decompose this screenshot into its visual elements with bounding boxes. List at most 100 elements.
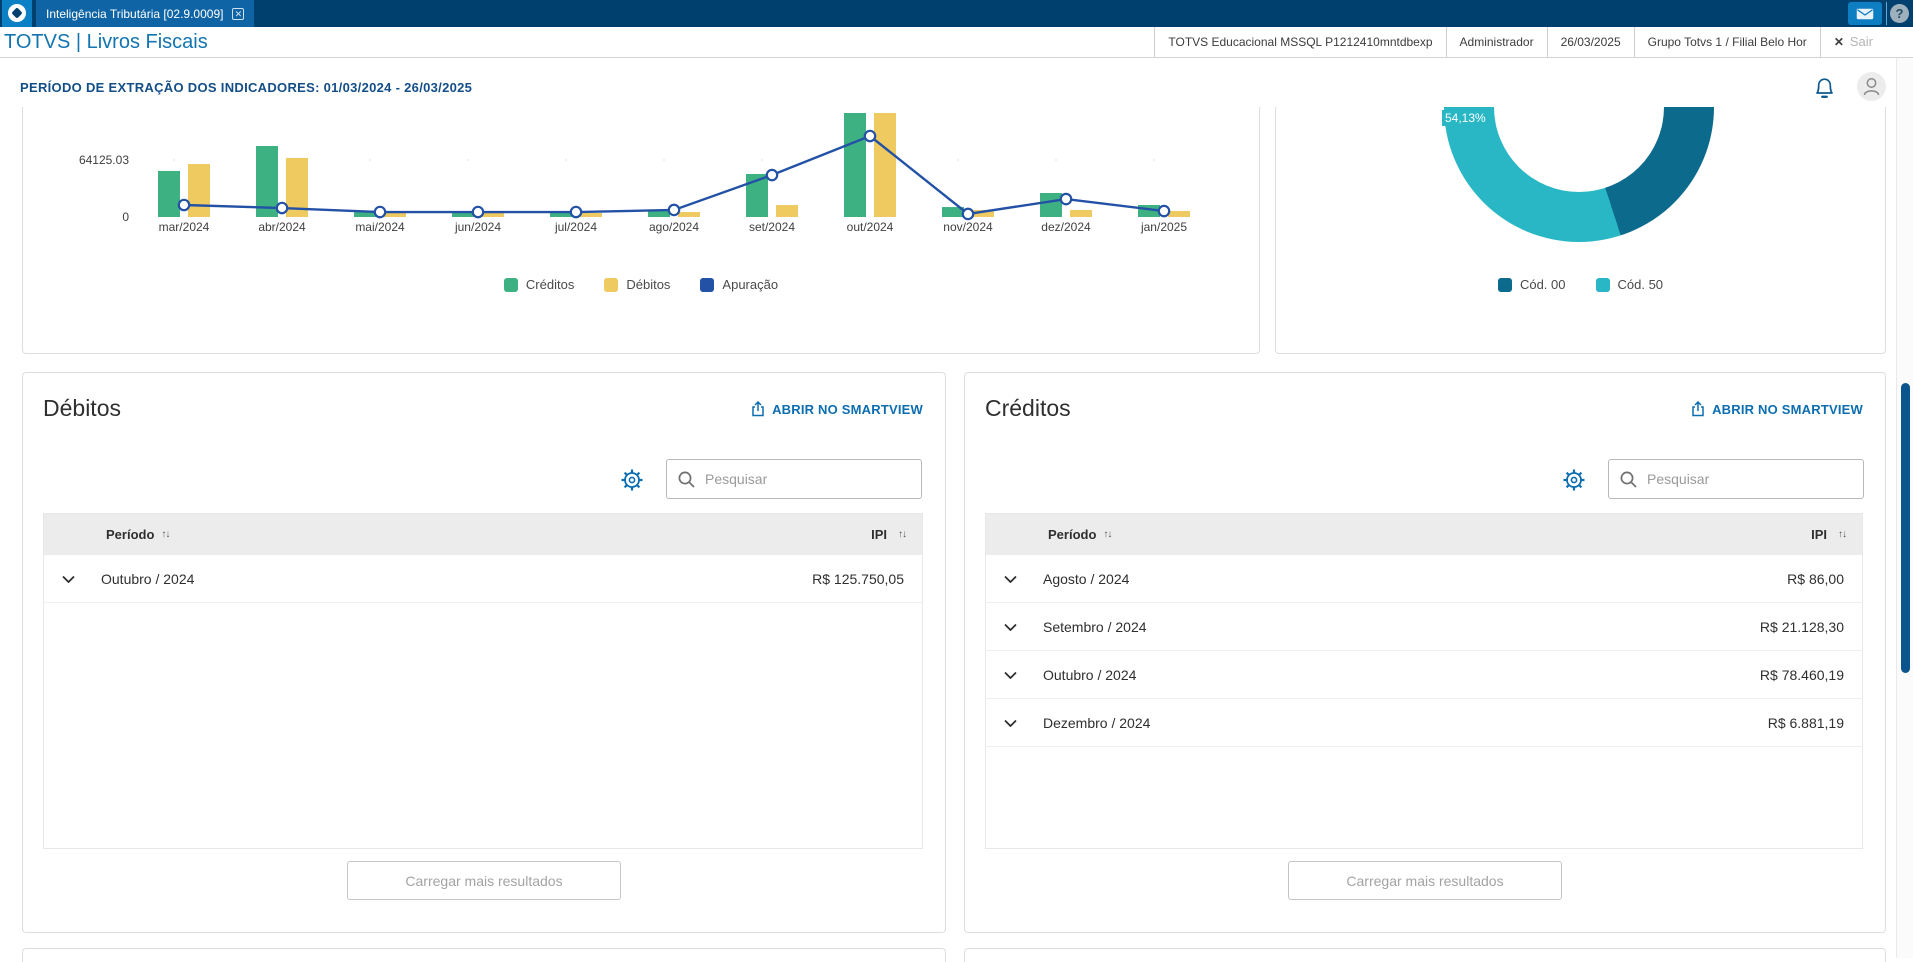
column-ipi[interactable]: IPI <box>871 527 887 542</box>
sort-icon[interactable]: ↑↓ <box>1103 529 1112 540</box>
line-marker[interactable] <box>863 129 877 143</box>
scrollbar-thumb[interactable] <box>1901 383 1910 673</box>
row-value: R$ 78.460,19 <box>1759 666 1844 683</box>
row-value: R$ 6.881,19 <box>1767 714 1844 731</box>
open-external-icon <box>1692 401 1704 417</box>
chevron-down-icon[interactable] <box>1004 671 1017 679</box>
bar-Débitos[interactable] <box>384 213 406 217</box>
table-row[interactable]: Outubro / 2024 R$ 125.750,05 <box>44 555 922 603</box>
bar-Créditos[interactable] <box>1040 193 1062 217</box>
chevron-down-icon[interactable] <box>1004 623 1017 631</box>
load-more-button[interactable]: Carregar mais resultados <box>347 861 621 900</box>
envelope-icon <box>1856 8 1874 19</box>
column-periodo[interactable]: Período <box>106 527 155 542</box>
combo-chart[interactable]: 0 64125.03 mar/2024 abr/2024 mai/2024 jun/202… <box>23 107 1259 257</box>
legend-item[interactable]: Apuração <box>700 277 778 292</box>
line-marker[interactable] <box>1157 204 1171 218</box>
help-icon[interactable]: ? <box>1890 4 1909 23</box>
mail-button[interactable] <box>1848 2 1882 25</box>
table-row[interactable]: Dezembro / 2024 R$ 6.881,19 <box>986 699 1862 747</box>
sort-icon[interactable]: ↑↓ <box>1838 529 1847 540</box>
line-marker[interactable] <box>275 201 289 215</box>
line-marker[interactable] <box>961 207 975 221</box>
legend-item[interactable]: Créditos <box>503 277 574 292</box>
legend-swatch <box>1595 277 1610 292</box>
line-marker[interactable] <box>1059 192 1073 206</box>
row-period: Agosto / 2024 <box>1043 570 1130 587</box>
sort-icon[interactable]: ↑↓ <box>898 529 907 540</box>
legend-item[interactable]: Débitos <box>604 277 670 292</box>
open-external-icon <box>752 401 764 417</box>
table-row[interactable]: Agosto / 2024 R$ 86,00 <box>986 555 1862 603</box>
donut-chart-card: 54,13% Cód. 00 Cód. 50 <box>1275 107 1886 354</box>
line-marker[interactable] <box>765 168 779 182</box>
user-icon <box>1863 78 1880 96</box>
panel-title: Débitos <box>43 395 121 421</box>
exit-button[interactable]: ✕ Sair <box>1819 27 1886 57</box>
table-row[interactable]: Setembro / 2024 R$ 21.128,30 <box>986 603 1862 651</box>
bar-Créditos[interactable] <box>354 212 376 217</box>
bar-Débitos[interactable] <box>188 164 210 217</box>
bar-Créditos[interactable] <box>158 170 180 217</box>
settings-gear-icon[interactable] <box>621 469 643 496</box>
bar-Débitos[interactable] <box>286 157 308 217</box>
line-marker[interactable] <box>569 205 583 219</box>
chevron-down-icon[interactable] <box>62 575 75 583</box>
line-marker[interactable] <box>373 205 387 219</box>
table-header: Período ↑↓ IPI ↑↓ <box>986 514 1862 555</box>
bar-Créditos[interactable] <box>844 113 866 217</box>
legend-item[interactable]: Cód. 50 <box>1595 277 1663 292</box>
bar-Débitos[interactable] <box>580 213 602 217</box>
bar-Débitos[interactable] <box>776 205 798 217</box>
search-input[interactable] <box>705 471 911 487</box>
tab-inteligencia-tributaria[interactable]: Inteligência Tributária [02.9.0009] ✕ <box>36 0 255 27</box>
notifications-bell-icon[interactable] <box>1813 76 1837 107</box>
next-card-left <box>22 948 946 962</box>
line-marker[interactable] <box>471 205 485 219</box>
totvs-logo-icon[interactable] <box>2 0 32 27</box>
svg-text:out/2024: out/2024 <box>847 220 894 234</box>
load-more-button[interactable]: Carregar mais resultados <box>1288 861 1562 900</box>
chevron-down-icon[interactable] <box>1004 575 1017 583</box>
row-period: Setembro / 2024 <box>1043 618 1147 635</box>
close-icon: ✕ <box>1833 35 1844 49</box>
line-marker[interactable] <box>667 203 681 217</box>
smartview-button[interactable]: ABRIR NO SMARTVIEW <box>751 401 923 417</box>
search-icon <box>678 471 695 488</box>
legend-swatch <box>604 277 619 292</box>
avatar[interactable] <box>1857 72 1886 101</box>
bar-Débitos[interactable] <box>678 212 700 217</box>
column-periodo[interactable]: Período <box>1048 527 1097 542</box>
search-input[interactable] <box>1647 471 1853 487</box>
bar-Débitos[interactable] <box>874 113 896 217</box>
bar-Créditos[interactable] <box>942 207 964 217</box>
bar-Créditos[interactable] <box>648 210 670 217</box>
debitos-panel: Débitos ABRIR NO SMARTVIEW Per <box>22 372 946 933</box>
bar-Créditos[interactable] <box>452 212 474 217</box>
bar-Créditos[interactable] <box>550 212 572 217</box>
legend-label: Cód. 00 <box>1519 277 1566 292</box>
row-period: Outubro / 2024 <box>1043 666 1137 683</box>
chevron-down-icon[interactable] <box>1004 719 1017 727</box>
bar-Débitos[interactable] <box>1168 210 1190 217</box>
tab-close-icon[interactable]: ✕ <box>232 7 245 20</box>
column-ipi[interactable]: IPI <box>1811 527 1827 542</box>
bar-Créditos[interactable] <box>256 145 278 217</box>
svg-text:dez/2024: dez/2024 <box>1041 220 1091 234</box>
line-marker[interactable] <box>177 198 191 212</box>
bar-Créditos[interactable] <box>746 173 768 217</box>
settings-gear-icon[interactable] <box>1563 469 1585 496</box>
scrollbar-track[interactable] <box>1896 58 1913 958</box>
creditos-panel: Créditos ABRIR NO SMARTVIEW Pe <box>964 372 1886 933</box>
svg-text:ago/2024: ago/2024 <box>649 220 699 234</box>
svg-text:abr/2024: abr/2024 <box>258 220 306 234</box>
sort-icon[interactable]: ↑↓ <box>161 529 170 540</box>
bar-Débitos[interactable] <box>1070 209 1092 217</box>
smartview-button[interactable]: ABRIR NO SMARTVIEW <box>1691 401 1863 417</box>
next-card-right <box>964 948 1886 962</box>
bar-Débitos[interactable] <box>482 213 504 217</box>
legend-item[interactable]: Cód. 00 <box>1497 277 1566 292</box>
bar-Débitos[interactable] <box>972 209 994 217</box>
topbar-separator <box>1886 2 1887 25</box>
table-row[interactable]: Outubro / 2024 R$ 78.460,19 <box>986 651 1862 699</box>
